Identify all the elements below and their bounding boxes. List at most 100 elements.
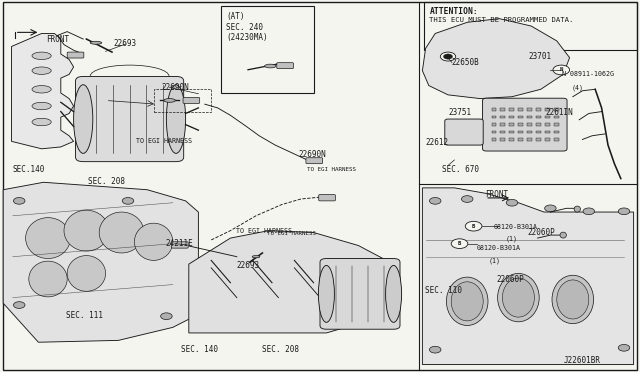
Circle shape bbox=[461, 196, 473, 202]
Ellipse shape bbox=[99, 212, 144, 253]
Bar bbox=[500, 138, 505, 141]
Bar bbox=[509, 131, 514, 133]
Text: FRONT: FRONT bbox=[485, 190, 508, 199]
Bar bbox=[492, 116, 496, 118]
Ellipse shape bbox=[447, 277, 488, 326]
Text: 23751: 23751 bbox=[448, 108, 471, 117]
Bar bbox=[518, 138, 523, 141]
Ellipse shape bbox=[252, 256, 260, 258]
Bar bbox=[518, 123, 523, 126]
Text: (1): (1) bbox=[488, 257, 500, 264]
Text: 2261IN: 2261IN bbox=[545, 108, 573, 117]
Bar bbox=[545, 108, 550, 111]
Circle shape bbox=[429, 198, 441, 204]
Circle shape bbox=[122, 198, 134, 204]
Circle shape bbox=[545, 205, 556, 212]
Text: 22612: 22612 bbox=[425, 138, 448, 147]
Ellipse shape bbox=[319, 266, 334, 322]
Bar bbox=[527, 123, 532, 126]
Text: TO EGI HARNESS: TO EGI HARNESS bbox=[267, 231, 316, 235]
Circle shape bbox=[506, 199, 518, 206]
Text: 22693: 22693 bbox=[114, 39, 137, 48]
Bar bbox=[518, 116, 523, 118]
Bar bbox=[509, 138, 514, 141]
FancyBboxPatch shape bbox=[277, 63, 293, 69]
Bar bbox=[518, 108, 523, 111]
Circle shape bbox=[465, 221, 482, 231]
Circle shape bbox=[553, 65, 570, 75]
Text: (4): (4) bbox=[572, 84, 584, 91]
Bar bbox=[545, 131, 550, 133]
Ellipse shape bbox=[552, 275, 593, 324]
Text: SEC. 111: SEC. 111 bbox=[66, 311, 103, 320]
Text: B: B bbox=[472, 224, 476, 229]
Ellipse shape bbox=[26, 218, 70, 259]
Ellipse shape bbox=[557, 280, 589, 319]
Bar bbox=[536, 116, 541, 118]
Ellipse shape bbox=[166, 85, 186, 153]
Bar bbox=[527, 138, 532, 141]
Circle shape bbox=[618, 344, 630, 351]
Bar bbox=[509, 116, 514, 118]
Polygon shape bbox=[422, 188, 634, 365]
Text: 22690N: 22690N bbox=[161, 83, 189, 92]
Text: B: B bbox=[458, 241, 461, 246]
Text: SEC. 110: SEC. 110 bbox=[425, 286, 462, 295]
Bar bbox=[500, 131, 505, 133]
Ellipse shape bbox=[385, 266, 402, 322]
Bar bbox=[527, 116, 532, 118]
Bar bbox=[536, 131, 541, 133]
FancyBboxPatch shape bbox=[183, 97, 200, 103]
Text: 22060P: 22060P bbox=[527, 228, 555, 237]
Text: (1): (1) bbox=[506, 235, 518, 242]
Bar bbox=[500, 108, 505, 111]
Text: J22601BR: J22601BR bbox=[563, 356, 600, 365]
Bar bbox=[492, 131, 496, 133]
Text: 22693: 22693 bbox=[237, 262, 260, 270]
FancyBboxPatch shape bbox=[172, 242, 188, 248]
Polygon shape bbox=[422, 19, 570, 99]
Text: SEC. 208: SEC. 208 bbox=[262, 345, 300, 354]
Ellipse shape bbox=[32, 102, 51, 110]
Bar bbox=[424, 2, 637, 50]
Circle shape bbox=[451, 239, 468, 248]
Bar bbox=[509, 108, 514, 111]
Text: 22690N: 22690N bbox=[298, 150, 326, 159]
FancyBboxPatch shape bbox=[320, 259, 400, 329]
FancyBboxPatch shape bbox=[445, 119, 483, 145]
Text: 23701: 23701 bbox=[529, 52, 552, 61]
Circle shape bbox=[618, 208, 630, 215]
Text: (24230MA): (24230MA) bbox=[226, 33, 268, 42]
Ellipse shape bbox=[67, 256, 106, 291]
Ellipse shape bbox=[29, 261, 67, 297]
Text: N: N bbox=[559, 67, 563, 73]
Ellipse shape bbox=[32, 52, 51, 60]
Circle shape bbox=[429, 346, 441, 353]
Text: TO EGI HARNESS: TO EGI HARNESS bbox=[236, 228, 292, 234]
Bar bbox=[492, 138, 496, 141]
Ellipse shape bbox=[574, 206, 580, 212]
Ellipse shape bbox=[164, 99, 175, 102]
Bar bbox=[500, 123, 505, 126]
Bar bbox=[492, 108, 496, 111]
Bar bbox=[527, 108, 532, 111]
FancyBboxPatch shape bbox=[67, 52, 84, 58]
Text: SEC. 670: SEC. 670 bbox=[442, 165, 479, 174]
FancyBboxPatch shape bbox=[76, 77, 184, 162]
Bar bbox=[536, 108, 541, 111]
Text: 08120-B301A: 08120-B301A bbox=[494, 224, 538, 230]
Text: TO EGI HARNESS: TO EGI HARNESS bbox=[307, 167, 356, 171]
Circle shape bbox=[13, 302, 25, 308]
Circle shape bbox=[161, 313, 172, 320]
Text: 22650B: 22650B bbox=[452, 58, 479, 67]
Text: ATTENTION:: ATTENTION: bbox=[429, 7, 478, 16]
Ellipse shape bbox=[90, 41, 102, 44]
FancyBboxPatch shape bbox=[483, 98, 567, 151]
Polygon shape bbox=[12, 33, 74, 149]
Bar bbox=[500, 116, 505, 118]
Ellipse shape bbox=[502, 278, 534, 317]
Bar bbox=[545, 138, 550, 141]
Ellipse shape bbox=[560, 232, 566, 238]
Ellipse shape bbox=[498, 273, 540, 322]
Bar bbox=[527, 131, 532, 133]
